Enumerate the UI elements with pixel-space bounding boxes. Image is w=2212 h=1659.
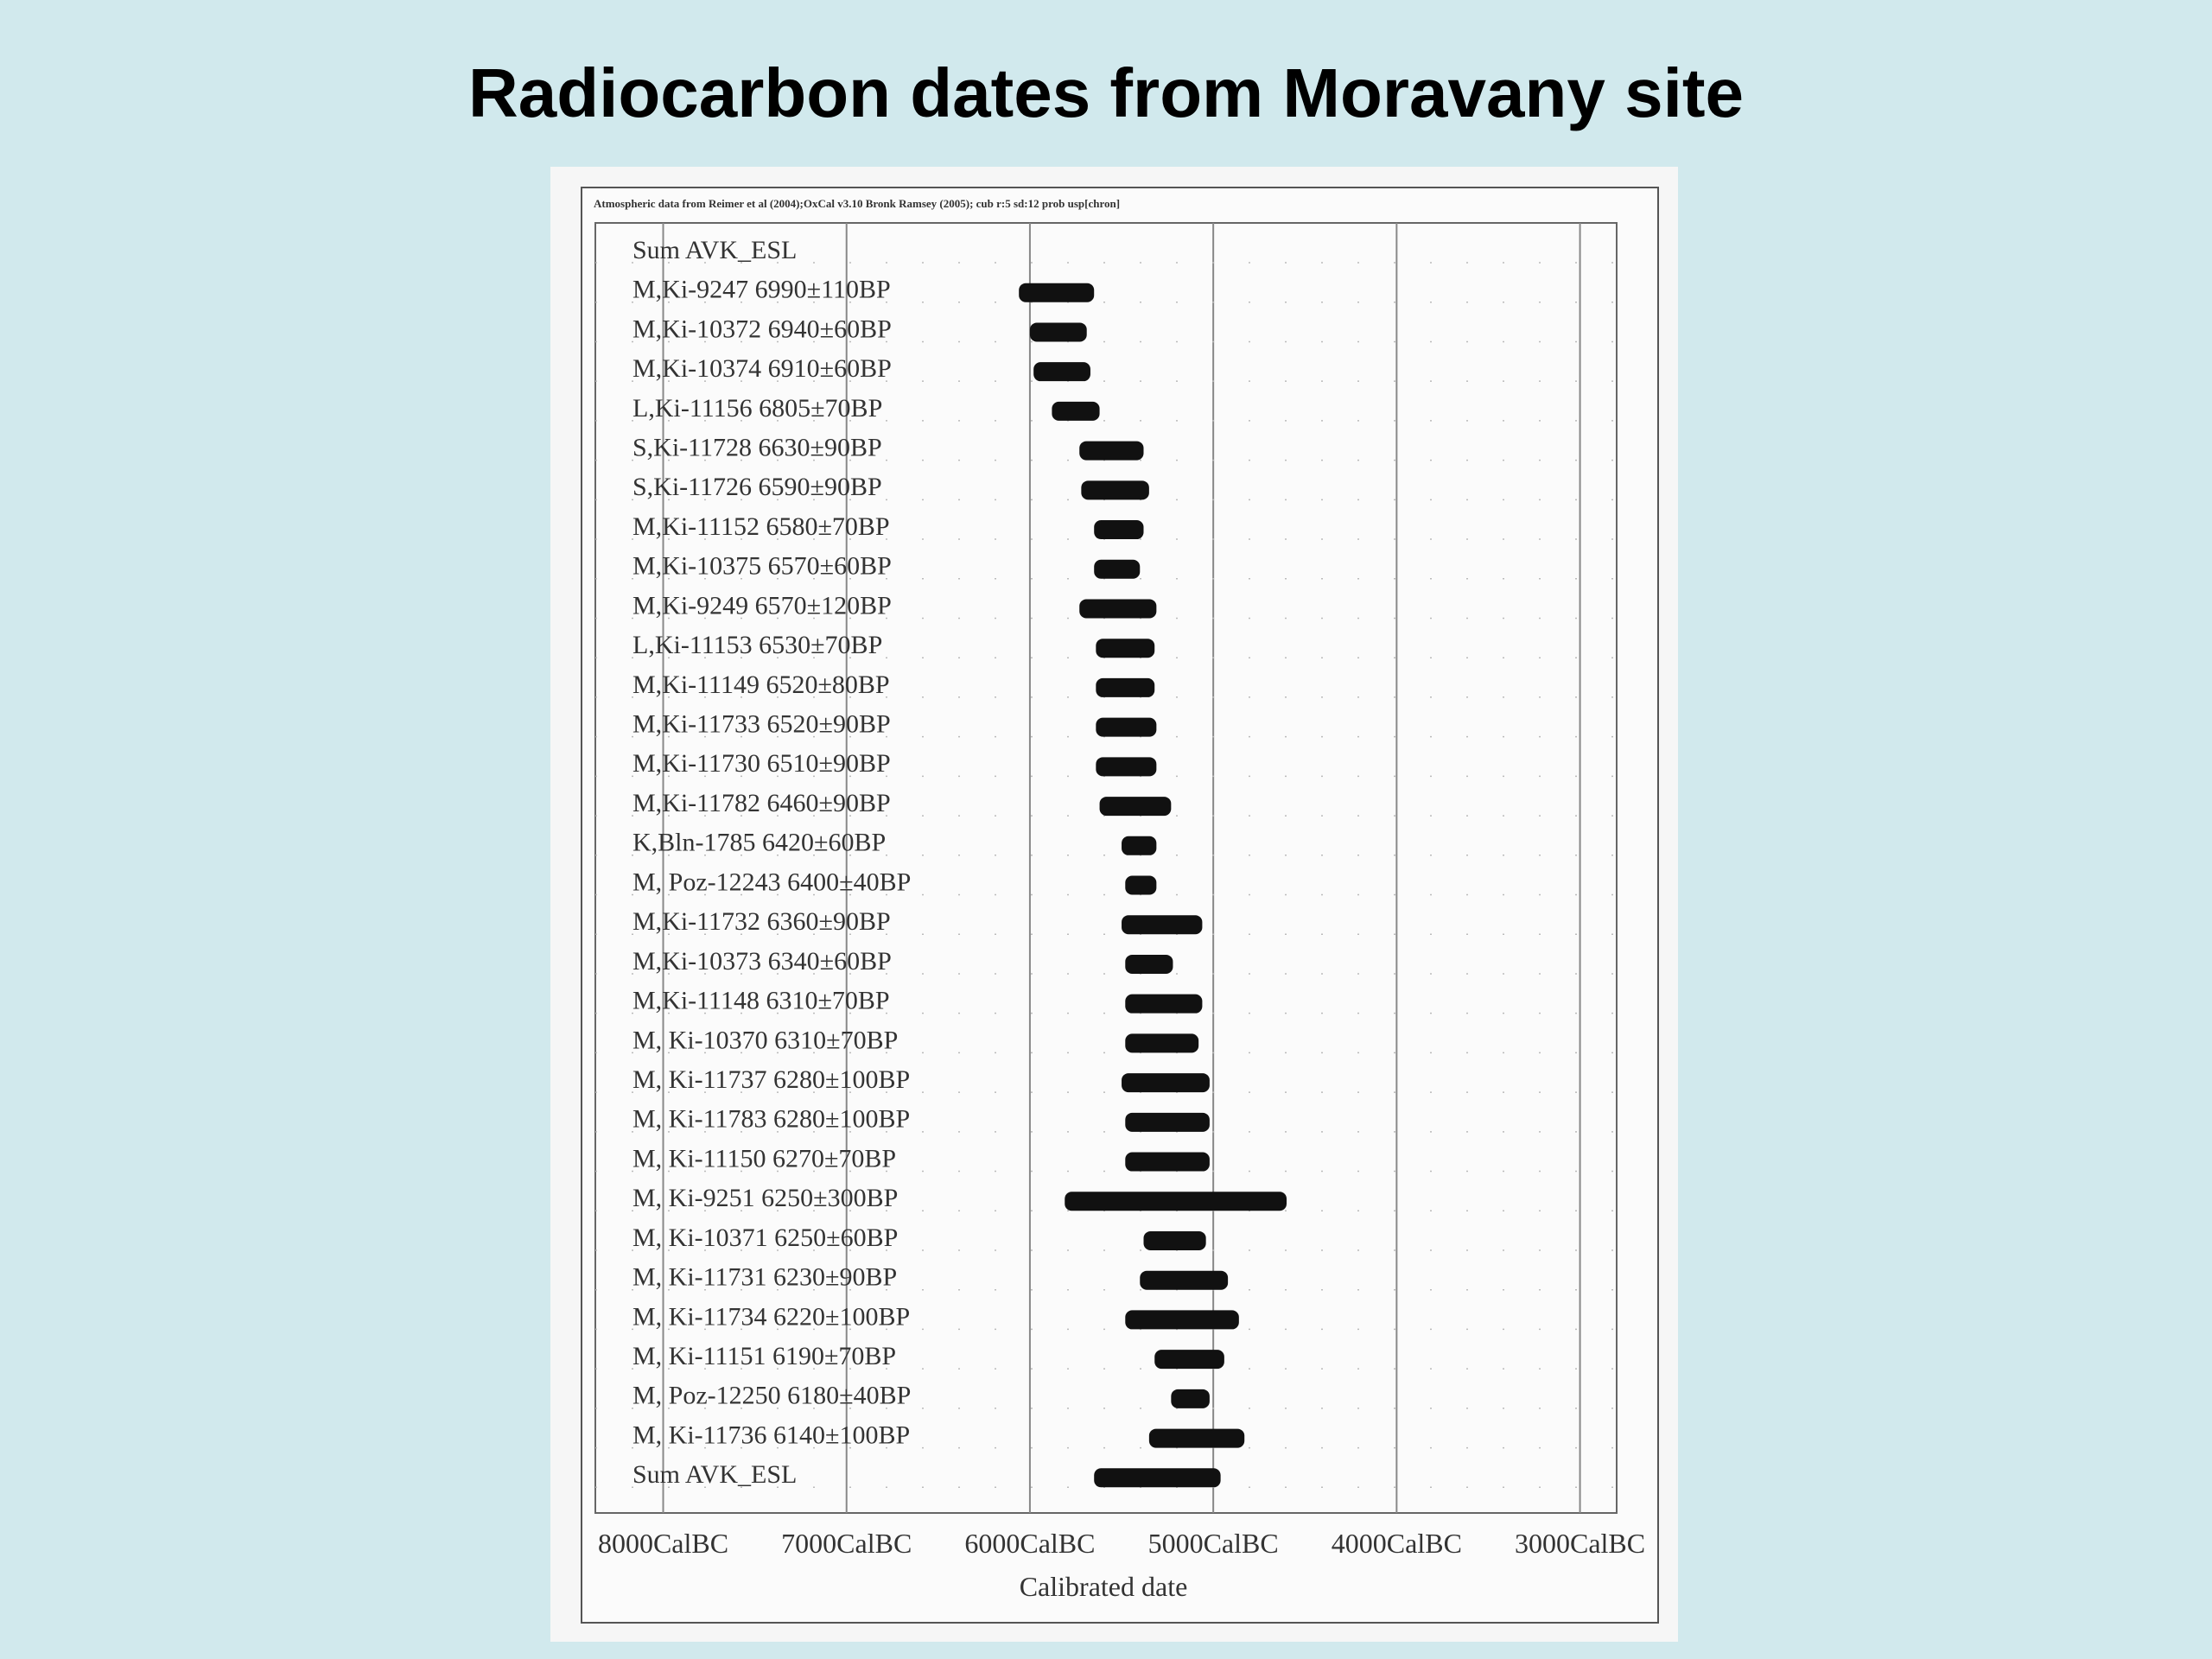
row-label: M, Ki-11737 6280±100BP [632,1065,910,1094]
row-label: S,Ki-11728 6630±90BP [632,433,882,461]
row-label: M, Ki-11151 6190±70BP [632,1342,896,1370]
row-label: M,Ki-10373 6340±60BP [632,947,892,976]
row-label: L,Ki-11156 6805±70BP [632,394,882,423]
date-distribution [1125,875,1157,895]
x-tick-label: 7000CalBC [781,1528,912,1559]
date-distribution [1096,639,1155,658]
date-distribution [1079,599,1157,619]
row-label: M, Ki-11731 6230±90BP [632,1263,897,1292]
date-distribution [1081,480,1149,500]
row-label: M,Ki-9249 6570±120BP [632,591,892,620]
row-label: Sum AVK_ESL [632,1460,797,1489]
row-label: M,Ki-11733 6520±90BP [632,710,891,739]
date-distribution [1171,1389,1210,1408]
date-distribution [1029,322,1087,342]
plot-box [594,222,1618,1514]
row-label: M, Ki-11150 6270±70BP [632,1144,896,1173]
chart-header: Atmospheric data from Reimer et al (2004… [594,197,1120,210]
row-label: M, Poz-12243 6400±40BP [632,868,911,896]
date-distribution [1079,441,1144,461]
chart-frame [581,187,1659,1624]
x-tick-label: 8000CalBC [598,1528,728,1559]
date-distribution [1143,1230,1206,1250]
date-distribution [1019,283,1095,302]
date-distribution [1148,1428,1245,1448]
date-distribution [1125,954,1173,974]
row-label: M,Ki-11148 6310±70BP [632,987,890,1015]
row-label: M, Ki-11783 6280±100BP [632,1105,910,1134]
row-label: M, Ki-9251 6250±300BP [632,1184,898,1212]
row-label: Sum AVK_ESL [632,236,797,264]
date-distribution [1125,1033,1199,1053]
date-distribution [1154,1350,1224,1370]
date-distribution [1094,1468,1221,1488]
date-distribution [1122,915,1203,935]
date-distribution [1125,1310,1239,1330]
date-distribution [1096,757,1157,777]
date-distribution [1094,520,1144,540]
date-distribution [1096,677,1155,697]
slide-title: Radiocarbon dates from Moravany site [468,54,1744,131]
row-label: M, Ki-10371 6250±60BP [632,1224,898,1252]
row-label: M,Ki-11782 6460±90BP [632,789,891,817]
row-label: M,Ki-10374 6910±60BP [632,354,892,383]
date-distribution [1096,717,1157,737]
row-label: M,Ki-10375 6570±60BP [632,552,892,581]
chart: Atmospheric data from Reimer et al (2004… [550,167,1678,1642]
row-label: M, Ki-11734 6220±100BP [632,1302,910,1331]
date-distribution [1125,1112,1210,1132]
row-label: M,Ki-9247 6990±110BP [632,276,891,304]
x-tick-label: 6000CalBC [964,1528,1095,1559]
x-tick-label: 4000CalBC [1332,1528,1462,1559]
row-label: M,Ki-11732 6360±90BP [632,907,891,936]
date-distribution [1125,1152,1210,1172]
row-label: M, Ki-10370 6310±70BP [632,1026,898,1054]
row-label: M,Ki-11152 6580±70BP [632,512,890,541]
x-axis-label: Calibrated date [1020,1571,1188,1602]
date-distribution [1094,559,1141,579]
date-distribution [1052,401,1100,421]
date-distribution [1065,1192,1287,1211]
row-label: M,Ki-11730 6510±90BP [632,749,891,778]
row-label: M,Ki-10372 6940±60BP [632,315,892,343]
date-distribution [1099,797,1172,817]
row-label: L,Ki-11153 6530±70BP [632,631,882,659]
date-distribution [1122,1073,1210,1093]
row-label: K,Bln-1785 6420±60BP [632,829,886,857]
row-label: M, Ki-11736 6140±100BP [632,1421,910,1449]
date-distribution [1122,836,1157,855]
row-label: M,Ki-11149 6520±80BP [632,671,890,699]
x-tick-label: 3000CalBC [1515,1528,1645,1559]
date-distribution [1140,1270,1229,1290]
row-label: S,Ki-11726 6590±90BP [632,473,882,501]
date-distribution [1033,362,1090,382]
x-tick-label: 5000CalBC [1148,1528,1279,1559]
row-label: M, Poz-12250 6180±40BP [632,1382,911,1410]
date-distribution [1125,994,1203,1014]
